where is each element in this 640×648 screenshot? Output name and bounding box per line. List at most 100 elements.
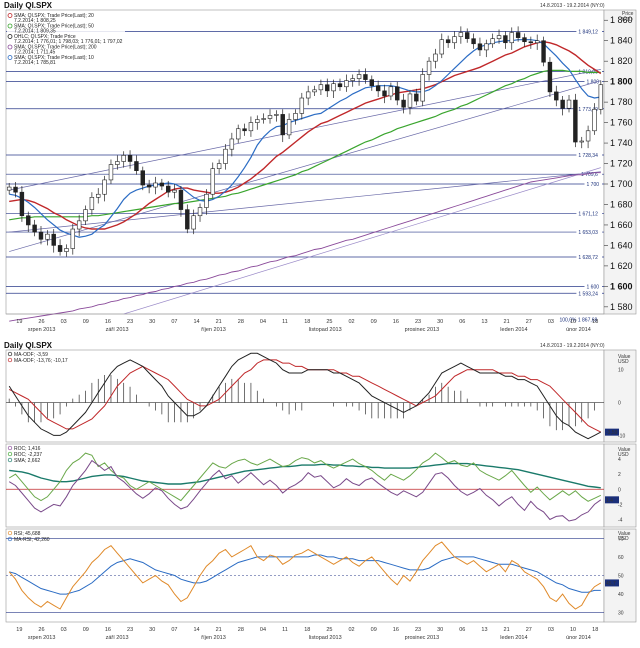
candle-body: [375, 85, 381, 92]
roc-legend-entry: SMA; 2,662: [14, 458, 40, 464]
x-tick-label: 09: [83, 319, 89, 325]
trend-line: [9, 80, 601, 252]
x-tick-label: 30: [437, 319, 443, 325]
y-tick-label: 1 580: [610, 302, 633, 312]
rsi-legend-entry: MA-RSI; 42,260: [14, 537, 50, 543]
candle-body: [388, 86, 394, 97]
legend-entry-value: 7.2.2014; 1 809,35: [14, 29, 56, 35]
candle-body: [598, 84, 604, 110]
macd-plot-frame: [5, 349, 605, 443]
candle-body: [337, 83, 343, 88]
candle-body: [64, 248, 69, 252]
x-tick-label: 07: [171, 627, 177, 633]
top-legend: SMA; QI.SPX; Trade Price(Last); 207.2.20…: [7, 12, 125, 66]
level-label-bg: [584, 180, 602, 188]
candle-body: [509, 32, 514, 44]
x-tick-label: 30: [149, 627, 155, 633]
candle-body: [458, 32, 464, 37]
candle-body: [312, 89, 317, 93]
candle-body: [248, 122, 254, 132]
candle-body: [452, 36, 457, 44]
rsi-tick-label: 70: [618, 536, 624, 542]
x-tick-label: 23: [415, 627, 421, 633]
macd-line: [8, 352, 602, 440]
legend-entry-value: 7.2.2014; 1 711,45: [14, 50, 56, 56]
level-label: 1 671,12: [578, 212, 598, 218]
level-label-bg: [579, 170, 602, 178]
x-month-label: leden 2014: [500, 635, 527, 641]
value-badge-label: 45,7: [606, 581, 616, 587]
x-tick-label: 04: [260, 627, 266, 633]
y-tick-label: 1 760: [610, 118, 633, 128]
candle-body: [6, 186, 12, 191]
roc-tick-label: 2: [618, 472, 621, 478]
level-label-bg: [576, 27, 602, 35]
rsi-unit-label: Value: [618, 531, 631, 537]
legend-series-icon: [7, 451, 13, 457]
candle-body: [70, 228, 76, 249]
x-tick-label: 28: [238, 627, 244, 633]
candle-body: [134, 161, 139, 172]
x-tick-label: 16: [105, 319, 111, 325]
x-month-label: prosinec 2013: [405, 635, 440, 641]
x-tick-label: 18: [304, 319, 310, 325]
candle-body: [369, 79, 375, 87]
candle-body: [96, 193, 101, 198]
x-tick-label: 23: [127, 627, 133, 633]
x-tick-label: 19: [16, 319, 22, 325]
candle-body: [554, 91, 559, 101]
top-legend-bg: [7, 12, 125, 66]
candle-body: [382, 90, 387, 97]
x-tick-label: 02: [349, 319, 355, 325]
x-tick-label: 06: [459, 319, 465, 325]
x-tick-label: 25: [326, 319, 332, 325]
candle-body: [293, 113, 298, 120]
x-tick-label: 25: [326, 627, 332, 633]
x-month-label: únor 2014: [566, 327, 591, 333]
rsi-tick-label: 60: [618, 555, 624, 561]
x-tick-label: 28: [238, 319, 244, 325]
legend-entry: SMA; QI.SPX; Trade Price(Last); 10: [14, 55, 94, 61]
candle-body: [407, 93, 413, 108]
y-tick-label: 1 640: [610, 240, 633, 250]
value-badge-label: 1,4: [606, 498, 613, 504]
candle-body: [484, 43, 489, 51]
candle-body: [515, 32, 521, 38]
candle-body: [89, 197, 95, 210]
macd-unit-label: Value: [618, 354, 631, 360]
macd-tick-label: -10: [618, 433, 625, 439]
candle-body: [197, 207, 203, 217]
candle-body: [445, 39, 451, 44]
x-tick-label: 09: [371, 627, 377, 633]
candle-body: [547, 61, 553, 93]
candle-body: [216, 163, 222, 169]
macd-signal-line: [8, 359, 602, 433]
candle-body: [38, 231, 44, 240]
x-month-label: listopad 2013: [309, 635, 342, 641]
roc-tick-label: -2: [618, 502, 623, 508]
level-label-bg: [576, 210, 602, 218]
x-tick-label: 21: [216, 319, 222, 325]
candle-body: [83, 209, 88, 222]
y-tick-label: 1 720: [610, 159, 633, 169]
candle-body: [439, 39, 444, 55]
candle-body: [401, 99, 406, 108]
x-tick-label: 23: [127, 319, 133, 325]
candle-body: [541, 40, 546, 63]
candle-body: [102, 179, 107, 195]
candle-body: [115, 161, 120, 165]
value-badge: [605, 428, 619, 436]
candle-body: [420, 74, 425, 102]
x-month-label: srpen 2013: [28, 635, 56, 641]
level-label-bg: [584, 78, 602, 86]
x-tick-label: 18: [592, 319, 598, 325]
x-month-label: leden 2014: [500, 327, 527, 333]
rsi-tick-label: 50: [618, 574, 624, 580]
x-tick-label: 21: [504, 627, 510, 633]
candle-body: [76, 220, 82, 230]
y-tick-label: 1 660: [610, 220, 633, 230]
y-tick-label: 1 700: [610, 179, 633, 189]
candle-body: [566, 99, 572, 109]
x-tick-label: 09: [83, 627, 89, 633]
value-badge: [605, 496, 619, 504]
